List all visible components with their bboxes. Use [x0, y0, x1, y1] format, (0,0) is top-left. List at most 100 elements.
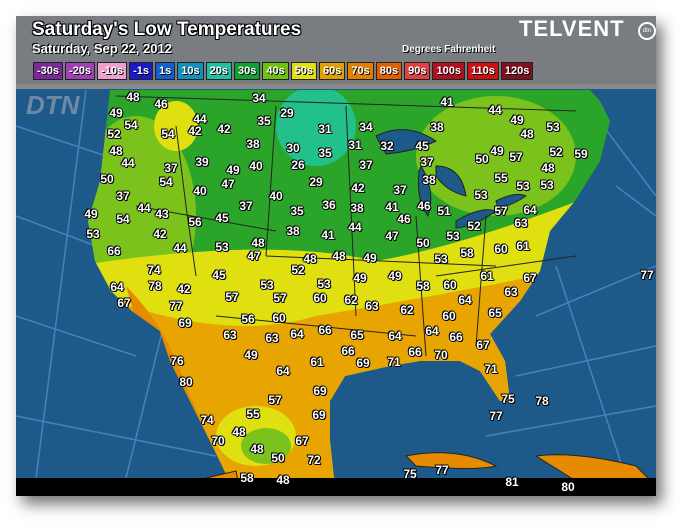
legend-swatch: 100s	[432, 62, 465, 80]
temperature-label: 72	[307, 453, 321, 467]
temperature-label: 49	[363, 251, 377, 265]
temperature-label: 44	[137, 201, 151, 215]
temperature-label: 60	[442, 309, 456, 323]
temperature-label: 63	[514, 216, 528, 230]
temperature-label: 65	[350, 328, 364, 342]
temperature-label: 64	[290, 327, 304, 341]
temperature-legend: -30s -20s -10s -1s 1s 10s 20s 30s 40s 50s 60s 70s 80…	[33, 62, 534, 80]
temperature-label: 41	[440, 95, 454, 109]
graticule	[16, 89, 656, 479]
temperature-label: 53	[446, 229, 460, 243]
legend-swatch: -10s	[97, 62, 128, 80]
temperature-label: 66	[107, 244, 121, 258]
temperature-label: 69	[313, 384, 327, 398]
temperature-label: 63	[265, 331, 279, 345]
temperature-label: 44	[173, 241, 187, 255]
temperature-label: 42	[177, 282, 191, 296]
temperature-label: 49	[226, 163, 240, 177]
temperature-label: 64	[388, 329, 402, 343]
temperature-label: 54	[161, 127, 175, 141]
temperature-label: 65	[488, 306, 502, 320]
temperature-label: 50	[475, 152, 489, 166]
legend-swatch: 60s	[319, 62, 346, 80]
temperature-label: 38	[246, 137, 260, 151]
temperature-label: 66	[341, 344, 355, 358]
temperature-label: 41	[385, 200, 399, 214]
temperature-label: 53	[474, 188, 488, 202]
temperature-label: 77	[640, 268, 654, 282]
temperature-label: 49	[84, 207, 98, 221]
temperature-label: 30	[286, 141, 300, 155]
temperature-label: 57	[494, 204, 508, 218]
units-label: Degrees Fahrenheit	[402, 44, 496, 55]
temperature-label: 47	[221, 177, 235, 191]
legend-swatch: 10s	[177, 62, 204, 80]
temperature-label: 53	[215, 240, 229, 254]
temperature-label: 66	[449, 330, 463, 344]
temperature-label: 78	[535, 394, 549, 408]
temperature-label: 58	[416, 279, 430, 293]
temperature-label: 75	[403, 467, 417, 481]
temperature-label: 56	[241, 312, 255, 326]
temperature-label: 59	[574, 147, 588, 161]
temperature-label: 61	[516, 239, 530, 253]
temperature-label: 64	[523, 203, 537, 217]
legend-swatch: 80s	[375, 62, 403, 80]
temperature-label: 35	[257, 114, 271, 128]
temperature-label: 49	[490, 144, 504, 158]
temperature-label: 53	[434, 252, 448, 266]
temperature-label: 53	[516, 179, 530, 193]
temperature-label: 31	[348, 138, 362, 152]
map-date: Saturday, Sep 22, 2012	[32, 41, 172, 56]
temperature-label: 32	[380, 139, 394, 153]
legend-swatch: 70s	[347, 62, 374, 80]
temperature-label: 76	[170, 354, 184, 368]
temperature-label: 52	[107, 127, 121, 141]
temperature-label: 80	[561, 480, 575, 494]
temperature-label: 37	[393, 183, 407, 197]
temperature-label: 48	[520, 127, 534, 141]
temperature-label: 57	[509, 150, 523, 164]
temperature-label: 45	[415, 139, 429, 153]
temperature-label: 57	[273, 291, 287, 305]
temperature-label: 70	[434, 348, 448, 362]
temperature-label: 49	[244, 348, 258, 362]
map-title: Saturday's Low Temperatures	[32, 19, 302, 40]
temperature-label: 37	[164, 161, 178, 175]
temperature-label: 37	[359, 158, 373, 172]
temperature-label: 34	[359, 120, 373, 134]
temperature-label: 42	[351, 181, 365, 195]
temperature-label: 54	[159, 175, 173, 189]
temperature-label: 48	[109, 144, 123, 158]
temperature-label: 58	[460, 246, 474, 260]
temperature-label: 37	[116, 189, 130, 203]
legend-swatch: -20s	[65, 62, 96, 80]
temperature-label: 48	[332, 249, 346, 263]
legend-swatch: 50s	[290, 62, 318, 80]
temperature-label: 57	[268, 393, 282, 407]
temperature-label: 48	[251, 236, 265, 250]
temperature-label: 69	[312, 408, 326, 422]
temperature-label: 53	[86, 227, 100, 241]
temperature-label: 49	[353, 271, 367, 285]
temperature-label: 44	[488, 103, 502, 117]
temperature-label: 64	[276, 364, 290, 378]
temperature-label: 44	[121, 156, 135, 170]
temperature-label: 34	[252, 91, 266, 105]
temperature-label: 35	[290, 204, 304, 218]
temperature-label: 31	[318, 122, 332, 136]
bottom-bar	[16, 478, 656, 496]
temperature-label: 61	[480, 269, 494, 283]
temperature-label: 55	[494, 171, 508, 185]
temperature-label: 77	[435, 463, 449, 477]
map-background	[16, 89, 656, 496]
temperature-label: 48	[126, 90, 140, 104]
temperature-label: 64	[110, 280, 124, 294]
temperature-label: 35	[318, 146, 332, 160]
temperature-label: 44	[348, 220, 362, 234]
state-borders	[115, 95, 577, 357]
temperature-label: 57	[225, 290, 239, 304]
temperature-label: 46	[417, 199, 431, 213]
temperature-label: 54	[116, 212, 130, 226]
temperature-label: 69	[356, 356, 370, 370]
